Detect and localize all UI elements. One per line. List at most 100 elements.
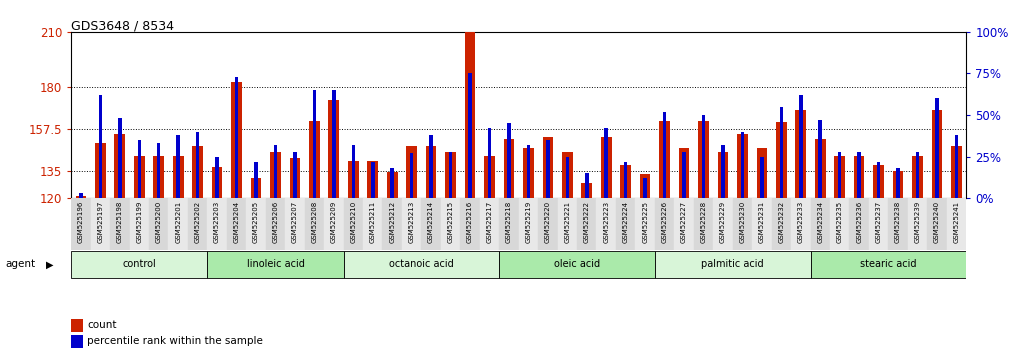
Text: GSM525236: GSM525236 bbox=[856, 201, 862, 243]
Text: GSM525235: GSM525235 bbox=[837, 201, 843, 243]
Bar bbox=[382, 198, 402, 250]
Bar bbox=[912, 156, 922, 198]
Bar bbox=[99, 95, 102, 198]
Bar bbox=[819, 120, 822, 198]
Bar bbox=[290, 158, 300, 198]
Text: GSM525214: GSM525214 bbox=[428, 201, 434, 243]
Bar bbox=[231, 82, 242, 198]
Bar bbox=[421, 198, 440, 250]
Bar bbox=[499, 198, 519, 250]
Bar bbox=[834, 156, 845, 198]
Bar bbox=[830, 198, 849, 250]
Text: GSM525227: GSM525227 bbox=[681, 201, 687, 243]
Bar bbox=[718, 152, 728, 198]
Text: GSM525204: GSM525204 bbox=[234, 201, 240, 243]
Text: GSM525205: GSM525205 bbox=[253, 201, 259, 243]
Bar bbox=[129, 198, 149, 250]
Bar bbox=[698, 121, 709, 198]
Bar bbox=[110, 198, 129, 250]
Bar bbox=[636, 198, 655, 250]
Bar bbox=[640, 174, 651, 198]
Bar bbox=[815, 139, 826, 198]
Text: linoleic acid: linoleic acid bbox=[246, 259, 304, 269]
Bar bbox=[740, 132, 744, 198]
Bar bbox=[118, 118, 122, 198]
Bar bbox=[254, 162, 257, 198]
Bar bbox=[507, 124, 511, 198]
Text: GSM525211: GSM525211 bbox=[370, 201, 375, 243]
Bar bbox=[659, 121, 670, 198]
Text: GSM525212: GSM525212 bbox=[390, 201, 396, 243]
Bar bbox=[348, 161, 359, 198]
Bar bbox=[694, 198, 713, 250]
Bar bbox=[503, 139, 515, 198]
Text: GSM525237: GSM525237 bbox=[876, 201, 882, 243]
Bar bbox=[702, 115, 705, 198]
Bar bbox=[410, 153, 414, 198]
Bar bbox=[857, 152, 861, 198]
Bar bbox=[188, 198, 207, 250]
Bar bbox=[196, 132, 199, 198]
Text: GSM525234: GSM525234 bbox=[818, 201, 823, 243]
Bar bbox=[585, 173, 589, 198]
Bar bbox=[562, 152, 573, 198]
Bar bbox=[461, 198, 480, 250]
Bar bbox=[869, 198, 888, 250]
Bar bbox=[908, 198, 928, 250]
Text: GSM525203: GSM525203 bbox=[215, 201, 220, 243]
Text: count: count bbox=[87, 320, 117, 330]
Text: control: control bbox=[122, 259, 157, 269]
Bar bbox=[367, 161, 378, 198]
Text: GSM525196: GSM525196 bbox=[78, 201, 84, 243]
Text: GSM525229: GSM525229 bbox=[720, 201, 726, 243]
Bar bbox=[426, 147, 436, 198]
FancyBboxPatch shape bbox=[499, 251, 655, 278]
Bar bbox=[947, 198, 966, 250]
Bar bbox=[216, 157, 219, 198]
Bar bbox=[207, 198, 227, 250]
Bar bbox=[542, 137, 553, 198]
Bar bbox=[737, 133, 747, 198]
Bar bbox=[838, 152, 841, 198]
Text: GSM525198: GSM525198 bbox=[117, 201, 123, 243]
Bar bbox=[429, 135, 433, 198]
Bar bbox=[293, 152, 297, 198]
Bar bbox=[760, 157, 764, 198]
Text: GSM525224: GSM525224 bbox=[622, 201, 629, 243]
Bar bbox=[440, 198, 461, 250]
Bar bbox=[91, 198, 110, 250]
Bar bbox=[149, 198, 169, 250]
Bar bbox=[468, 74, 472, 198]
Text: GSM525230: GSM525230 bbox=[739, 201, 745, 243]
Bar bbox=[371, 162, 374, 198]
Text: GSM525226: GSM525226 bbox=[662, 201, 667, 243]
Bar bbox=[407, 147, 417, 198]
Text: GSM525233: GSM525233 bbox=[797, 201, 803, 243]
Text: GSM525223: GSM525223 bbox=[603, 201, 609, 243]
Text: GSM525215: GSM525215 bbox=[447, 201, 454, 243]
Bar bbox=[352, 145, 355, 198]
Text: GSM525222: GSM525222 bbox=[584, 201, 590, 243]
Bar bbox=[874, 165, 884, 198]
Bar bbox=[546, 140, 549, 198]
Text: GSM525201: GSM525201 bbox=[175, 201, 181, 243]
Bar bbox=[955, 135, 958, 198]
Bar bbox=[663, 112, 666, 198]
Bar bbox=[71, 319, 82, 332]
Text: octanoic acid: octanoic acid bbox=[390, 259, 454, 269]
Text: GSM525228: GSM525228 bbox=[701, 201, 707, 243]
Text: palmitic acid: palmitic acid bbox=[702, 259, 764, 269]
Bar bbox=[212, 167, 223, 198]
Bar bbox=[75, 196, 86, 198]
Text: GSM525209: GSM525209 bbox=[331, 201, 337, 243]
Text: ▶: ▶ bbox=[46, 259, 53, 269]
Text: GDS3648 / 8534: GDS3648 / 8534 bbox=[71, 19, 174, 33]
Bar bbox=[527, 145, 530, 198]
Bar bbox=[811, 198, 830, 250]
Bar bbox=[309, 121, 319, 198]
Bar bbox=[173, 156, 183, 198]
Bar bbox=[888, 198, 908, 250]
Text: GSM525206: GSM525206 bbox=[273, 201, 279, 243]
Bar bbox=[795, 109, 806, 198]
Text: GSM525239: GSM525239 bbox=[914, 201, 920, 243]
